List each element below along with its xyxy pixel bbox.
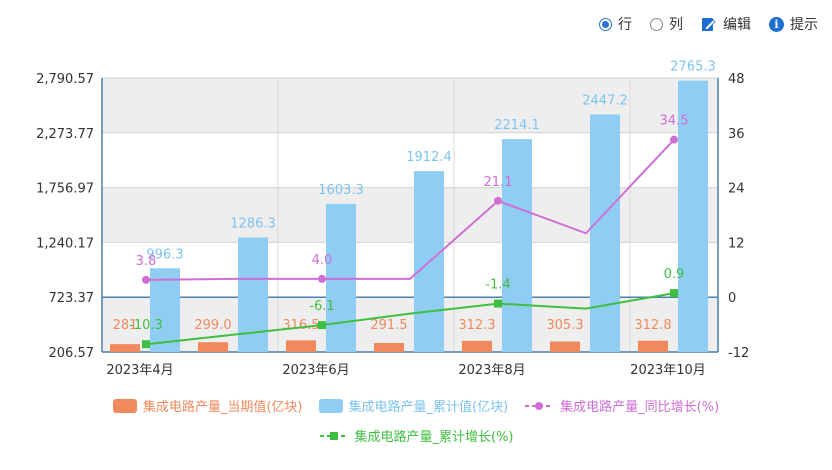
column-radio-icon[interactable] xyxy=(650,17,663,31)
grid-band xyxy=(102,187,718,243)
bar-current-label: 305.3 xyxy=(546,318,583,333)
bar-cumulative xyxy=(678,80,708,352)
grid-band xyxy=(102,242,718,298)
bar-cumulative-label: 1286.3 xyxy=(230,217,276,232)
legend-swatch-cumulative xyxy=(318,398,343,413)
legend-swatch-current xyxy=(112,398,137,413)
legend-label-cumulative: 集成电路产量_累计值(亿块) xyxy=(348,400,509,415)
yoy-label: 21.1 xyxy=(484,175,513,190)
edit-label: 编辑 xyxy=(723,17,751,33)
chart-toolbar: 行 列 编辑 i 提示 xyxy=(599,14,818,34)
legend-item-current[interactable]: 集成电路产量_当期值(亿块) xyxy=(112,396,303,415)
bar-current-label: 312.8 xyxy=(634,318,671,333)
bar-cumulative xyxy=(590,114,620,352)
yoy-point xyxy=(142,275,150,284)
legend-item-cum-growth[interactable]: 集成电路产量_累计增长(%) xyxy=(319,426,514,445)
legend-label-current: 集成电路产量_当期值(亿块) xyxy=(142,400,303,415)
legend-row-2: 集成电路产量_累计增长(%) xyxy=(0,426,832,445)
cum-growth-label: -10.3 xyxy=(129,318,163,333)
bar-cumulative xyxy=(502,139,532,352)
cum-growth-point xyxy=(142,340,150,349)
yoy-point xyxy=(670,135,678,144)
column-option[interactable]: 列 xyxy=(650,14,683,34)
bar-cumulative-label: 996.3 xyxy=(146,247,183,262)
bar-current xyxy=(198,342,228,352)
bar-current xyxy=(110,344,140,352)
bar-cumulative-label: 1603.3 xyxy=(318,183,364,198)
bar-current xyxy=(286,340,316,352)
bar-cumulative xyxy=(238,237,268,352)
legend-swatch-yoy xyxy=(525,401,554,410)
edit-icon xyxy=(702,18,716,31)
bar-current-label: 312.3 xyxy=(458,318,495,333)
x-tick-label: 2023年8月 xyxy=(458,363,525,378)
y-right-tick-label: 36 xyxy=(728,127,745,142)
row-option-label: 行 xyxy=(618,17,632,33)
x-tick-label: 2023年4月 xyxy=(106,363,173,378)
cum-growth-label: 0.9 xyxy=(664,267,685,282)
bar-current-label: 291.5 xyxy=(370,318,407,333)
y-left-tick-label: 206.57 xyxy=(49,346,95,361)
cum-growth-point xyxy=(494,299,502,308)
cum-growth-line xyxy=(145,292,675,346)
bar-current xyxy=(550,341,580,352)
info-icon: i xyxy=(769,16,784,32)
yoy-label: 3.8 xyxy=(136,254,157,269)
y-left-tick-label: 2,273.77 xyxy=(36,127,94,142)
yoy-label: 4.0 xyxy=(312,253,333,268)
legend-label-yoy: 集成电路产量_同比增长(%) xyxy=(560,400,720,415)
yoy-line xyxy=(145,138,675,281)
bar-current-label: 299.0 xyxy=(194,318,231,333)
bar-cumulative xyxy=(150,268,180,352)
bar-current xyxy=(638,340,668,352)
y-left-tick-label: 723.37 xyxy=(49,291,95,306)
hint-label: 提示 xyxy=(790,17,818,33)
column-option-label: 列 xyxy=(669,17,683,33)
legend-item-cumulative[interactable]: 集成电路产量_累计值(亿块) xyxy=(318,396,509,415)
cum-growth-point xyxy=(670,289,678,298)
bar-current xyxy=(462,340,492,352)
row-option[interactable]: 行 xyxy=(599,14,632,34)
cum-growth-point xyxy=(318,321,326,330)
y-right-tick-label: -12 xyxy=(728,346,749,361)
bar-cumulative-label: 1912.4 xyxy=(406,150,452,165)
cum-growth-label: -1.4 xyxy=(485,278,510,293)
y-right-tick-label: 0 xyxy=(728,291,736,306)
legend-row-1: 集成电路产量_当期值(亿块) 集成电路产量_累计值(亿块) 集成电路产量_同比增… xyxy=(0,396,832,415)
x-tick-label: 2023年6月 xyxy=(282,363,349,378)
yoy-point xyxy=(318,274,326,283)
bar-current-label: 281 xyxy=(113,318,138,333)
bar-cumulative-label: 2447.2 xyxy=(582,93,628,108)
y-left-tick-label: 2,790.57 xyxy=(36,72,94,87)
yoy-point xyxy=(494,196,502,205)
y-left-tick-label: 1,756.97 xyxy=(36,182,94,197)
y-right-tick-label: 12 xyxy=(728,236,745,251)
hint-button[interactable]: i 提示 xyxy=(769,14,818,34)
yoy-label: 34.5 xyxy=(660,114,689,129)
legend-label-cum-growth: 集成电路产量_累计增长(%) xyxy=(354,430,514,445)
bar-cumulative-label: 2765.3 xyxy=(670,60,716,75)
y-left-tick-label: 1,240.17 xyxy=(36,236,94,251)
legend-item-yoy[interactable]: 集成电路产量_同比增长(%) xyxy=(524,396,719,415)
legend-swatch-cum-growth xyxy=(319,431,348,440)
y-right-tick-label: 48 xyxy=(728,72,745,87)
cum-growth-label: -6.1 xyxy=(309,299,334,314)
x-tick-label: 2023年10月 xyxy=(630,363,706,378)
bar-current xyxy=(374,342,404,352)
bar-cumulative-label: 2214.1 xyxy=(494,118,540,133)
edit-button[interactable]: 编辑 xyxy=(701,14,751,34)
y-right-tick-label: 24 xyxy=(728,182,745,197)
row-radio-icon[interactable] xyxy=(599,17,612,31)
